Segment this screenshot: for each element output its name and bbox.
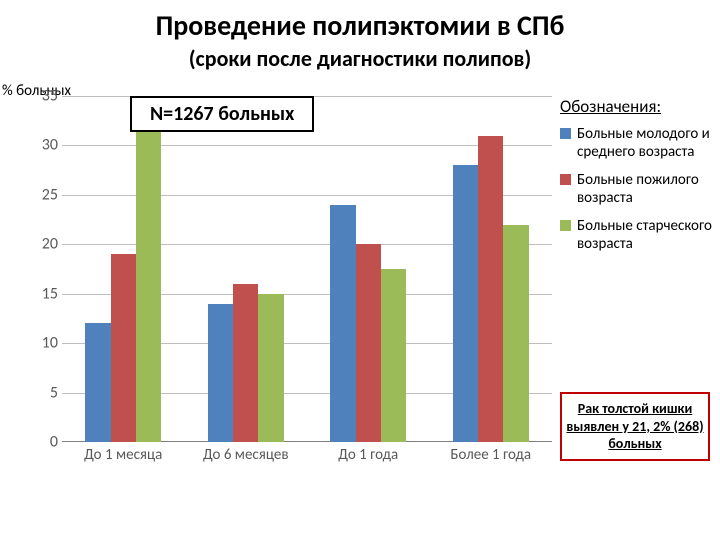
- y-tick: 20: [34, 235, 58, 254]
- callout-box: Рак толстой кишки выявлен у 21, 2% (268)…: [560, 392, 710, 461]
- y-tick: 5: [34, 383, 58, 402]
- y-tick: 30: [34, 136, 58, 155]
- y-tick: 25: [34, 185, 58, 204]
- bar: [258, 294, 283, 442]
- legend-swatch: [560, 174, 571, 185]
- y-tick: 15: [34, 284, 58, 303]
- y-tick: 35: [34, 87, 58, 106]
- page-subtitle: (сроки после диагностики полипов): [0, 45, 720, 72]
- bar: [208, 304, 233, 442]
- x-tick: До 1 года: [307, 446, 430, 464]
- bar: [453, 165, 478, 442]
- legend-item: Больные старческого возраста: [560, 217, 716, 253]
- y-tick: 10: [34, 334, 58, 353]
- x-tick: До 6 месяцев: [185, 446, 308, 464]
- bar: [381, 269, 406, 442]
- bar: [136, 126, 161, 442]
- bar: [111, 254, 136, 442]
- legend-label: Больные пожилого возраста: [577, 171, 716, 207]
- page-title: Проведение полипэктомии в СПб: [0, 8, 720, 43]
- bar: [478, 136, 503, 442]
- bar-chart: N=1267 больных 05101520253035 До 1 месяц…: [34, 96, 552, 466]
- bar: [356, 244, 381, 442]
- bar: [233, 284, 258, 442]
- x-tick: Более 1 года: [430, 446, 553, 464]
- legend-label: Больные молодого и среднего возраста: [577, 125, 716, 161]
- bar: [330, 205, 355, 442]
- legend-swatch: [560, 220, 571, 231]
- bars-layer: [62, 96, 552, 442]
- legend-swatch: [560, 128, 571, 139]
- legend: Обозначения: Больные молодого и среднего…: [560, 96, 716, 263]
- y-tick: 0: [34, 433, 58, 452]
- x-tick: До 1 месяца: [62, 446, 185, 464]
- n-box: N=1267 больных: [130, 96, 314, 132]
- bar: [85, 323, 110, 442]
- bar: [503, 225, 528, 442]
- legend-item: Больные молодого и среднего возраста: [560, 125, 716, 161]
- legend-label: Больные старческого возраста: [577, 217, 716, 253]
- legend-title: Обозначения:: [560, 96, 716, 117]
- legend-item: Больные пожилого возраста: [560, 171, 716, 207]
